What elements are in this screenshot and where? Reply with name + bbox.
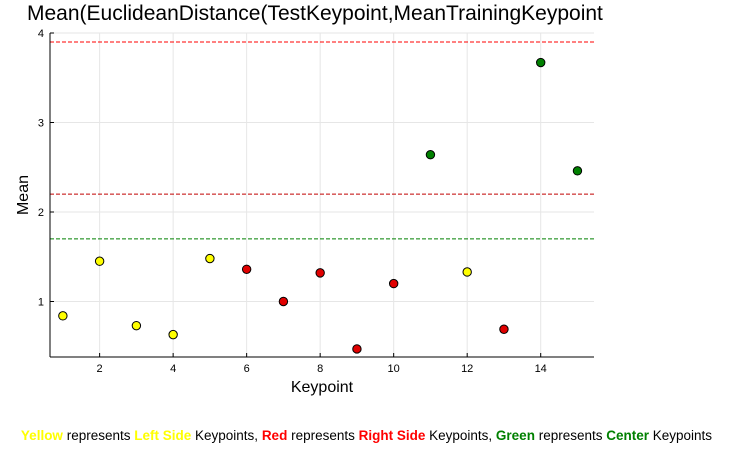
x-axis-label: Keypoint <box>291 379 354 396</box>
x-tick-label: 4 <box>170 363 176 375</box>
data-point <box>94 256 105 266</box>
data-point <box>205 253 215 264</box>
axes <box>49 33 594 358</box>
x-tick-label: 6 <box>244 363 250 375</box>
x-tick-label: 2 <box>97 363 103 375</box>
y-tick-label: 2 <box>38 207 44 219</box>
y-tick-label: 4 <box>38 28 44 40</box>
caption-red-word: Red <box>261 428 288 443</box>
chart-title: Mean(EuclideanDistance(TestKeypoint,Mean… <box>27 2 603 25</box>
caption-text: represents <box>62 428 135 443</box>
y-tick-label: 1 <box>38 297 44 309</box>
caption-center: Center <box>606 428 650 443</box>
data-point <box>536 57 546 68</box>
caption-left-side: Left Side <box>134 428 192 443</box>
caption-text: represents <box>287 428 359 443</box>
x-tick-label: 12 <box>461 363 473 375</box>
caption-yellow-word: Yellow <box>20 428 63 443</box>
grid-lines <box>50 32 594 357</box>
data-point <box>278 296 289 307</box>
data-point <box>168 329 178 340</box>
x-tick-label: 8 <box>317 363 323 375</box>
caption-text: represents <box>534 428 607 443</box>
y-ticks: 1 2 3 4 <box>38 28 54 309</box>
data-point <box>425 150 436 160</box>
reference-lines <box>50 41 594 240</box>
data-point <box>58 311 68 321</box>
data-points <box>58 57 583 354</box>
data-point <box>388 278 399 289</box>
data-point <box>499 324 509 334</box>
legend-caption: Yellow represents Left Side Keypoints, R… <box>0 428 733 443</box>
data-point <box>315 268 325 278</box>
y-axis-label: Mean <box>15 175 32 215</box>
x-ticks: 2 4 6 8 10 12 14 <box>97 353 547 375</box>
caption-text: Keypoints, <box>425 428 496 443</box>
data-point <box>462 267 472 277</box>
x-tick-label: 10 <box>388 363 400 375</box>
data-point <box>352 344 362 354</box>
caption-right-side: Right Side <box>358 428 426 443</box>
data-point <box>241 264 252 274</box>
data-point <box>572 166 583 176</box>
y-tick-label: 3 <box>38 118 44 130</box>
data-point <box>131 320 142 331</box>
caption-text: Keypoints, <box>191 428 262 443</box>
x-tick-label: 14 <box>535 363 547 375</box>
caption-text: Keypoints <box>649 428 713 443</box>
caption-green-word: Green <box>495 428 535 443</box>
